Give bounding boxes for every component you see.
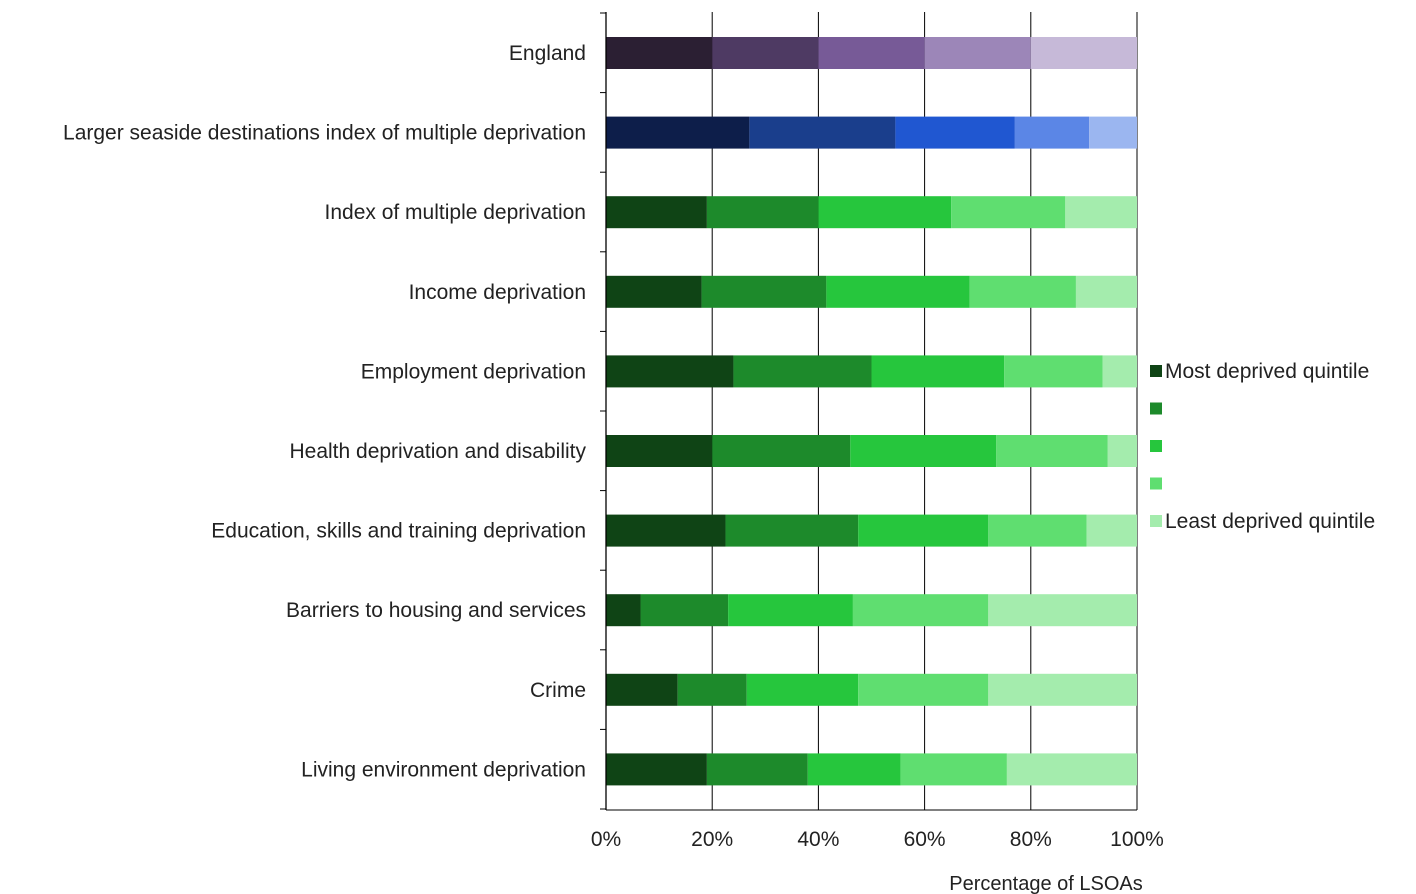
x-tick-label: 20% (691, 828, 733, 851)
bar-segment (858, 673, 989, 706)
bar-segment (969, 275, 1076, 308)
bar-segment (900, 753, 1007, 786)
category-label: Employment deprivation (361, 360, 586, 383)
bar-segment (871, 355, 1005, 388)
bar-segment (712, 37, 819, 69)
bar-segment (996, 435, 1108, 467)
bar-segment (895, 116, 1015, 149)
x-tick-label: 40% (797, 828, 839, 851)
bar-segment (733, 355, 872, 388)
bar-segment (606, 514, 726, 547)
bar-segment (606, 275, 702, 308)
bar-segment (712, 435, 851, 467)
bar-segment (749, 116, 896, 149)
bar-segment (1075, 275, 1137, 308)
bar-segment (606, 37, 713, 69)
bar-segment (640, 594, 729, 627)
bar-segment (1102, 355, 1137, 388)
x-axis-title: Percentage of LSOAs (949, 873, 1142, 894)
bar-segment (1004, 355, 1103, 388)
bar-segment (706, 753, 808, 786)
category-label: Education, skills and training deprivati… (211, 520, 586, 543)
x-tick-label: 60% (904, 828, 946, 851)
category-label: Living environment deprivation (301, 758, 586, 781)
legend-swatch (1150, 402, 1162, 415)
bar-segment (677, 673, 747, 706)
bar-segment (701, 275, 827, 308)
bar-segment (818, 37, 925, 69)
bar-segment (1030, 37, 1137, 69)
bar-segment (1006, 753, 1137, 786)
x-tick-label: 80% (1010, 828, 1052, 851)
bars (606, 37, 1137, 786)
bar-segment (852, 594, 989, 627)
legend: Most deprived quintile Least deprived qui… (1150, 360, 1375, 533)
legend-swatch (1150, 515, 1162, 527)
bar-segment (606, 673, 678, 706)
category-label: Health deprivation and disability (289, 440, 586, 463)
bar-segment (706, 196, 819, 229)
bar-segment (606, 753, 707, 786)
bar-segment (988, 594, 1137, 627)
category-label: England (509, 42, 586, 65)
bar-segment (606, 116, 750, 149)
bar-segment (988, 673, 1137, 706)
bar-segment (1065, 196, 1137, 229)
bar-segment (807, 753, 901, 786)
category-label: Income deprivation (409, 281, 586, 304)
legend-swatch (1150, 365, 1162, 377)
legend-label: Least deprived quintile (1165, 510, 1375, 533)
bar-segment (826, 275, 970, 308)
legend-swatch (1150, 440, 1162, 452)
category-label: Larger seaside destinations index of mul… (63, 122, 586, 145)
category-label: Index of multiple deprivation (325, 201, 587, 224)
category-label: Barriers to housing and services (286, 599, 586, 622)
bar-segment (728, 594, 853, 627)
bar-segment (606, 594, 641, 627)
bar-segment (850, 435, 997, 467)
x-tick-labels: 0% 20% 40% 60% 80% 100% (591, 828, 1164, 851)
bar-segment (951, 196, 1066, 229)
bar-segment (1089, 116, 1137, 149)
category-label: Crime (530, 679, 586, 702)
x-tick-label: 100% (1110, 828, 1164, 851)
y-axis (600, 12, 1137, 811)
bar-segment (988, 514, 1087, 547)
legend-swatch (1150, 477, 1162, 490)
bar-segment (606, 355, 734, 388)
bar-segment (1107, 435, 1137, 467)
bar-segment (746, 673, 859, 706)
bar-segment (606, 435, 713, 467)
bar-segment (606, 196, 707, 229)
bar-segment (725, 514, 859, 547)
bar-segment (924, 37, 1031, 69)
bar-segment (858, 514, 989, 547)
category-labels: England Larger seaside destinations index… (63, 42, 586, 781)
bar-segment (818, 196, 952, 229)
bar-segment (1086, 514, 1137, 547)
x-tick-label: 0% (591, 828, 621, 851)
bar-segment (1014, 116, 1090, 149)
legend-label: Most deprived quintile (1165, 360, 1369, 383)
